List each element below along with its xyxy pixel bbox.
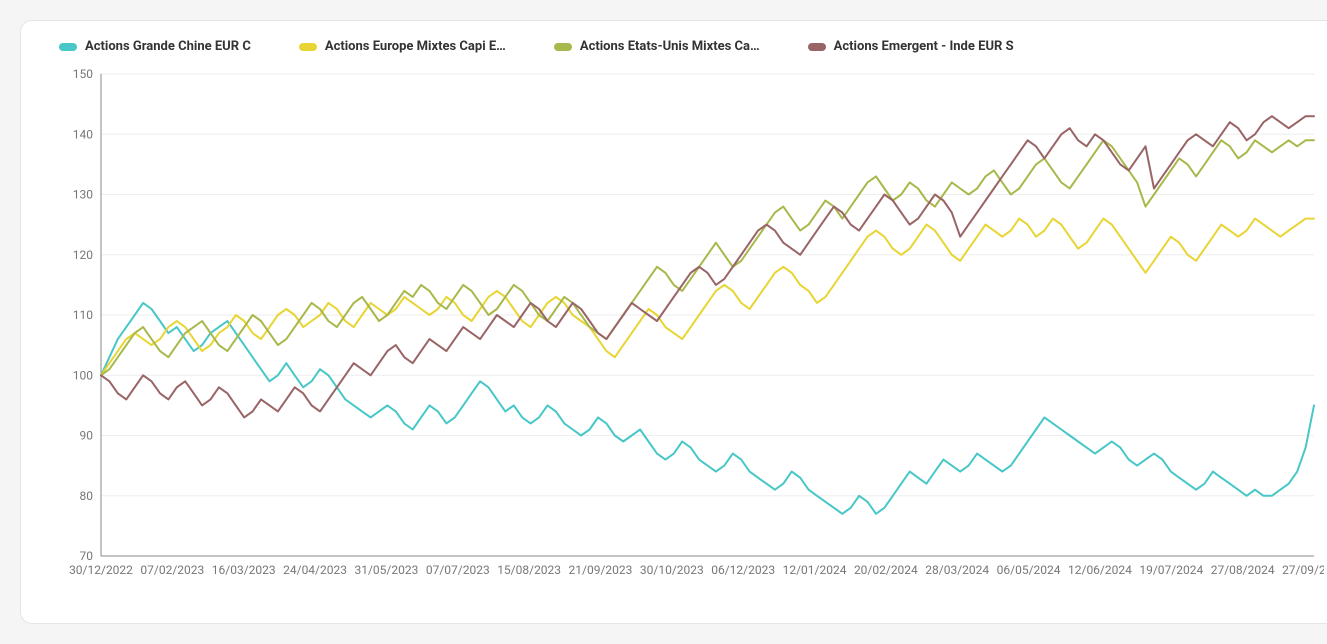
- svg-text:90: 90: [80, 429, 94, 443]
- series-line-us: [101, 140, 1314, 375]
- legend-item-us[interactable]: Actions Etats-Unis Mixtes Ca…: [554, 39, 760, 54]
- legend-label-europe: Actions Europe Mixtes Capi E…: [325, 39, 506, 54]
- svg-text:140: 140: [73, 127, 93, 141]
- legend-swatch-india: [808, 43, 826, 51]
- svg-text:20/02/2024: 20/02/2024: [854, 563, 918, 577]
- svg-text:12/06/2024: 12/06/2024: [1068, 563, 1132, 577]
- svg-text:110: 110: [73, 308, 93, 322]
- chart-card: Actions Grande Chine EUR C Actions Europe…: [20, 20, 1327, 624]
- svg-text:07/07/2023: 07/07/2023: [426, 563, 490, 577]
- svg-text:19/07/2024: 19/07/2024: [1139, 563, 1203, 577]
- svg-text:80: 80: [80, 489, 94, 503]
- legend-swatch-us: [554, 43, 572, 51]
- svg-text:30/12/2022: 30/12/2022: [69, 563, 133, 577]
- legend-swatch-europe: [299, 43, 317, 51]
- svg-text:28/03/2024: 28/03/2024: [925, 563, 989, 577]
- legend-label-india: Actions Emergent - Inde EUR S: [834, 39, 1014, 54]
- svg-text:06/12/2023: 06/12/2023: [711, 563, 775, 577]
- series-line-india: [101, 116, 1314, 417]
- legend-item-europe[interactable]: Actions Europe Mixtes Capi E…: [299, 39, 506, 54]
- svg-text:07/02/2023: 07/02/2023: [140, 563, 204, 577]
- legend-label-china: Actions Grande Chine EUR C: [85, 39, 251, 54]
- svg-text:31/05/2023: 31/05/2023: [354, 563, 418, 577]
- svg-text:21/09/2023: 21/09/2023: [569, 563, 633, 577]
- svg-text:24/04/2023: 24/04/2023: [283, 563, 347, 577]
- svg-text:100: 100: [73, 368, 93, 382]
- chart-svg: 70 80 90 100 110 120 130 140 150 30/12/2022 07/02/…: [45, 64, 1324, 584]
- svg-text:06/05/2024: 06/05/2024: [997, 563, 1061, 577]
- svg-text:16/03/2023: 16/03/2023: [212, 563, 276, 577]
- legend-item-india[interactable]: Actions Emergent - Inde EUR S: [808, 39, 1014, 54]
- svg-text:130: 130: [73, 188, 93, 202]
- legend-swatch-china: [59, 43, 77, 51]
- svg-text:150: 150: [73, 67, 93, 81]
- chart-legend: Actions Grande Chine EUR C Actions Europe…: [45, 39, 1322, 54]
- svg-text:15/08/2023: 15/08/2023: [497, 563, 561, 577]
- svg-text:70: 70: [80, 549, 94, 563]
- series-line-europe: [101, 219, 1314, 376]
- series-line-china: [101, 303, 1314, 514]
- legend-item-china[interactable]: Actions Grande Chine EUR C: [59, 39, 251, 54]
- svg-text:30/10/2023: 30/10/2023: [640, 563, 704, 577]
- legend-label-us: Actions Etats-Unis Mixtes Ca…: [580, 39, 760, 54]
- svg-text:27/09/2024: 27/09/2024: [1282, 563, 1324, 577]
- svg-text:12/01/2024: 12/01/2024: [783, 563, 847, 577]
- svg-text:27/08/2024: 27/08/2024: [1211, 563, 1275, 577]
- chart-plot-area: 70 80 90 100 110 120 130 140 150 30/12/2022 07/02/…: [45, 64, 1322, 584]
- svg-text:120: 120: [73, 248, 93, 262]
